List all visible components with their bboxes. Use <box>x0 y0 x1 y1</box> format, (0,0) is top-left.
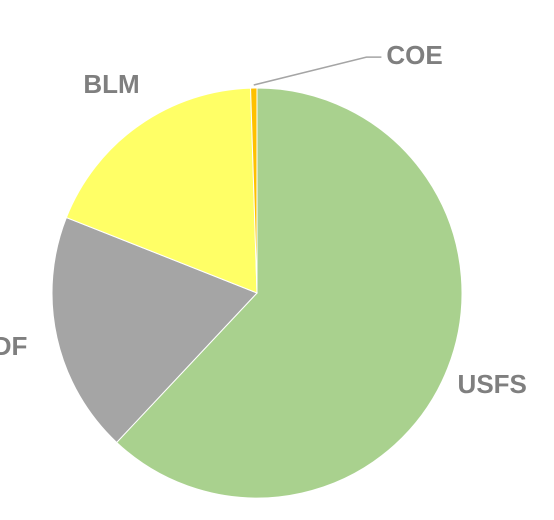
pie-slice <box>65 87 258 294</box>
pie-slice <box>51 216 258 444</box>
slice-label: BLM <box>83 69 139 99</box>
leader-line <box>253 56 382 86</box>
pie-slice <box>115 87 463 499</box>
slice-label: USFS <box>458 369 527 399</box>
pie-slice <box>250 87 258 294</box>
slice-label: COE <box>386 40 442 70</box>
slice-label: DF <box>0 331 27 361</box>
